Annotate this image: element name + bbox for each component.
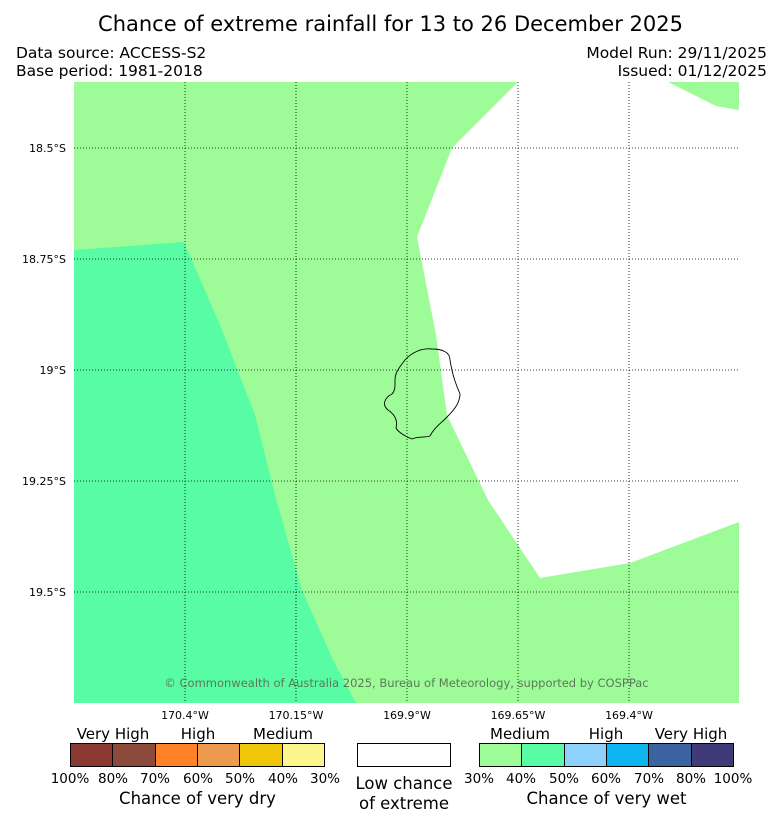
base-period: Base period: 1981-2018 [16,62,203,80]
lat-label: 19.25°S [22,475,66,488]
wet-percent-label: 50% [548,771,579,787]
neutral-label-line1: Low chance [355,774,453,793]
neutral-label-line2: of extreme [358,794,450,813]
wet-swatch [564,744,607,766]
issued-date: Issued: 01/12/2025 [617,62,767,80]
dry-swatch [197,744,241,766]
wet-percent-label: 80% [675,771,706,787]
wet-category-label: Very High [654,725,728,743]
dry-percent-label: 50% [224,771,255,787]
dry-percent-label: 30% [309,771,340,787]
dry-scale-title: Chance of very dry [119,789,276,808]
dry-category-label: Very High [76,725,150,743]
medium-wet-40-region [74,242,356,703]
wet-swatch [691,744,733,766]
lon-label: 170.4°W [161,709,209,722]
lon-label: 170.15°W [268,709,324,722]
map-title: Chance of extreme rainfall for 13 to 26 … [98,12,683,36]
wet-swatch [649,744,692,766]
dry-percent-label: 100% [50,771,90,787]
dry-swatch [155,744,198,766]
neutral-label: Low chance of extreme [344,774,464,814]
dry-category-label: Medium [253,725,313,743]
lon-label: 169.65°W [490,709,546,722]
dry-percent-label: 70% [139,771,170,787]
copyright-notice: © Commonwealth of Australia 2025, Bureau… [164,676,649,690]
neutral-swatch [357,743,451,767]
wet-swatch [606,744,650,766]
wet-category-label: High [588,725,624,743]
wet-percent-label: 40% [505,771,536,787]
data-source: Data source: ACCESS-S2 [16,44,207,62]
medium-wet-region-northeast [668,82,739,110]
dry-swatch [282,744,324,766]
dry-swatch [71,744,114,766]
model-run: Model Run: 29/11/2025 [586,44,767,62]
lon-label: 169.4°W [605,709,653,722]
island-outline [384,348,461,440]
lat-label: 19°S [39,364,66,377]
wet-swatch [480,744,523,766]
lat-label: 18.75°S [22,253,66,266]
dry-swatch [113,744,156,766]
wet-percent-label: 30% [463,771,494,787]
wet-percent-label: 100% [713,771,753,787]
dry-percent-label: 40% [267,771,298,787]
lat-label: 18.5°S [29,142,66,155]
dry-swatch [240,744,283,766]
wet-swatch [522,744,565,766]
dry-category-label: High [180,725,216,743]
wet-scale-title: Chance of very wet [526,789,687,808]
dry-percent-label: 60% [182,771,213,787]
wet-percent-label: 70% [633,771,664,787]
lon-label: 169.9°W [383,709,431,722]
wet-category-label: Medium [490,725,550,743]
wet-percent-label: 60% [590,771,621,787]
dry-color-scale [70,743,325,767]
metadata-right: Model Run: 29/11/2025 Issued: 01/12/2025 [586,44,767,80]
wet-color-scale [479,743,734,767]
dry-percent-label: 80% [97,771,128,787]
metadata-left: Data source: ACCESS-S2 Base period: 1981… [16,44,206,80]
lat-label: 19.5°S [29,586,66,599]
